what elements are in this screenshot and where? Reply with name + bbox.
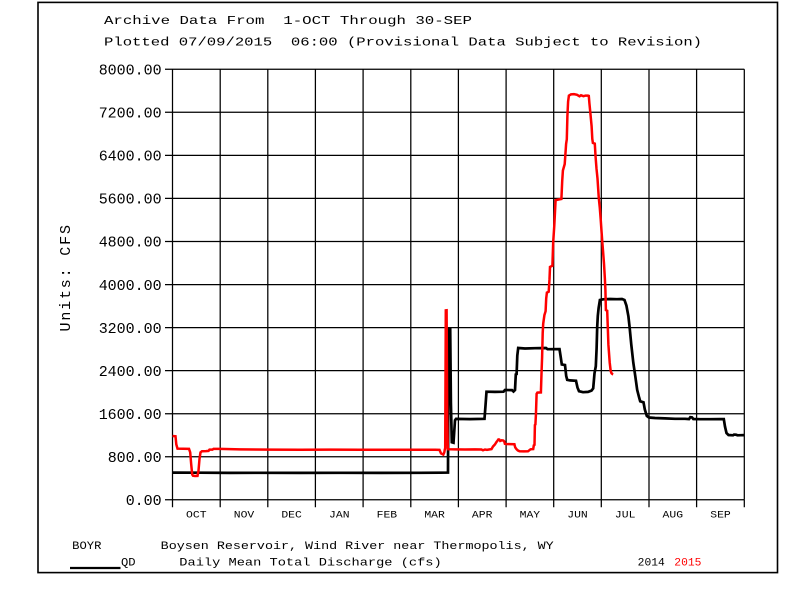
svg-text:2400.00: 2400.00 [99,364,162,381]
svg-text:JAN: JAN [329,511,350,522]
svg-text:FEB: FEB [377,511,398,522]
svg-text:Units: CFS: Units: CFS [58,225,75,332]
svg-text:Daily Mean Total Discharge (cf: Daily Mean Total Discharge (cfs) [179,557,441,569]
svg-text:2014: 2014 [638,557,666,569]
svg-text:7200.00: 7200.00 [99,106,162,123]
svg-text:5600.00: 5600.00 [99,192,162,209]
svg-text:MAY: MAY [520,511,541,522]
svg-text:DEC: DEC [281,511,302,522]
svg-text:1600.00: 1600.00 [99,407,162,424]
svg-text:800.00: 800.00 [108,450,162,467]
svg-text:BOYR: BOYR [72,541,102,553]
svg-text:2015: 2015 [674,557,701,569]
svg-text:MAR: MAR [424,511,445,522]
svg-text:4000.00: 4000.00 [99,278,162,295]
svg-text:8000.00: 8000.00 [99,63,162,80]
svg-text:SEP: SEP [710,511,731,522]
svg-text:0.00: 0.00 [126,493,162,510]
svg-text:APR: APR [472,511,493,522]
svg-text:6400.00: 6400.00 [99,149,162,166]
svg-text:4800.00: 4800.00 [99,235,162,252]
svg-text:Boysen Reservoir, Wind River n: Boysen Reservoir, Wind River near Thermo… [161,541,554,553]
svg-text:Archive Data From 1-OCT Throu: Archive Data From 1-OCT Through 30-SEP [104,14,472,28]
svg-text:JUL: JUL [615,511,636,522]
svg-text:Plotted 07/09/2015 06:00 (Pro: Plotted 07/09/2015 06:00 (Provisional Da… [104,35,702,49]
svg-text:AUG: AUG [663,511,684,522]
svg-text:QD: QD [121,557,136,569]
svg-text:3200.00: 3200.00 [99,321,162,338]
svg-text:NOV: NOV [234,511,255,522]
svg-text:JUN: JUN [567,511,588,522]
svg-text:OCT: OCT [186,511,207,522]
